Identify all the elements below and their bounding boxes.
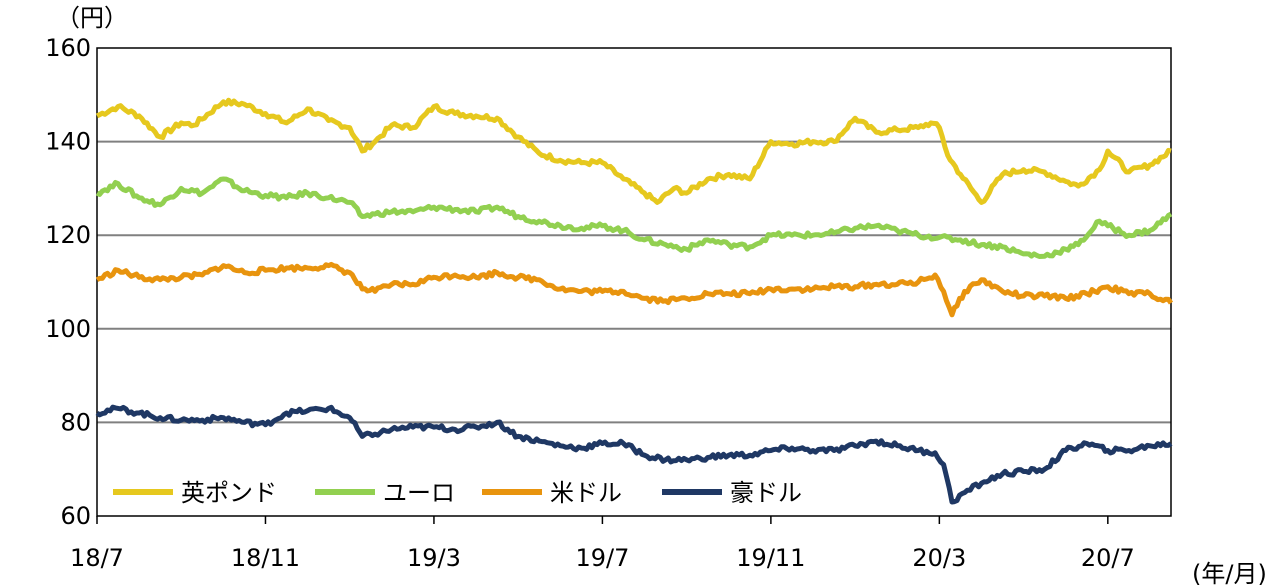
x-tick-label: 20/3 — [912, 544, 966, 572]
x-tick-label: 20/7 — [1081, 544, 1135, 572]
series-line-0 — [95, 97, 1172, 205]
y-axis-tick-labels: 60 80 100 120 140 160 — [45, 34, 91, 530]
y-tick-label: 140 — [45, 128, 91, 156]
series-line-2 — [95, 261, 1174, 318]
y-tick-label: 80 — [60, 408, 91, 436]
series-line-1 — [95, 176, 1173, 259]
y-tick-label: 100 — [45, 315, 91, 343]
x-tick-label: 18/7 — [70, 544, 124, 572]
y-tick-label: 160 — [45, 34, 91, 62]
legend: 英ポンド ユーロ 米ドル 豪ドル — [113, 479, 802, 507]
series-lines — [95, 97, 1174, 505]
x-tick-label: 18/11 — [231, 544, 300, 572]
series-line-3 — [95, 404, 1173, 505]
x-axis-unit-label: (年/月) — [1192, 560, 1267, 588]
plot-area-frame — [96, 47, 1172, 517]
y-tick-label: 120 — [45, 221, 91, 249]
x-axis-tick-labels: 18/7 18/11 19/3 19/7 19/11 20/3 20/7 — [70, 516, 1135, 572]
legend-label: 豪ドル — [730, 479, 802, 507]
legend-label: 英ポンド — [181, 479, 277, 507]
x-tick-label: 19/11 — [736, 544, 805, 572]
x-tick-label: 19/7 — [575, 544, 629, 572]
y-tick-label: 60 — [60, 502, 91, 530]
x-tick-label: 19/3 — [407, 544, 461, 572]
y-axis-unit-label: （円） — [56, 4, 128, 32]
legend-label: 米ドル — [550, 479, 622, 507]
legend-label: ユーロ — [383, 479, 455, 507]
